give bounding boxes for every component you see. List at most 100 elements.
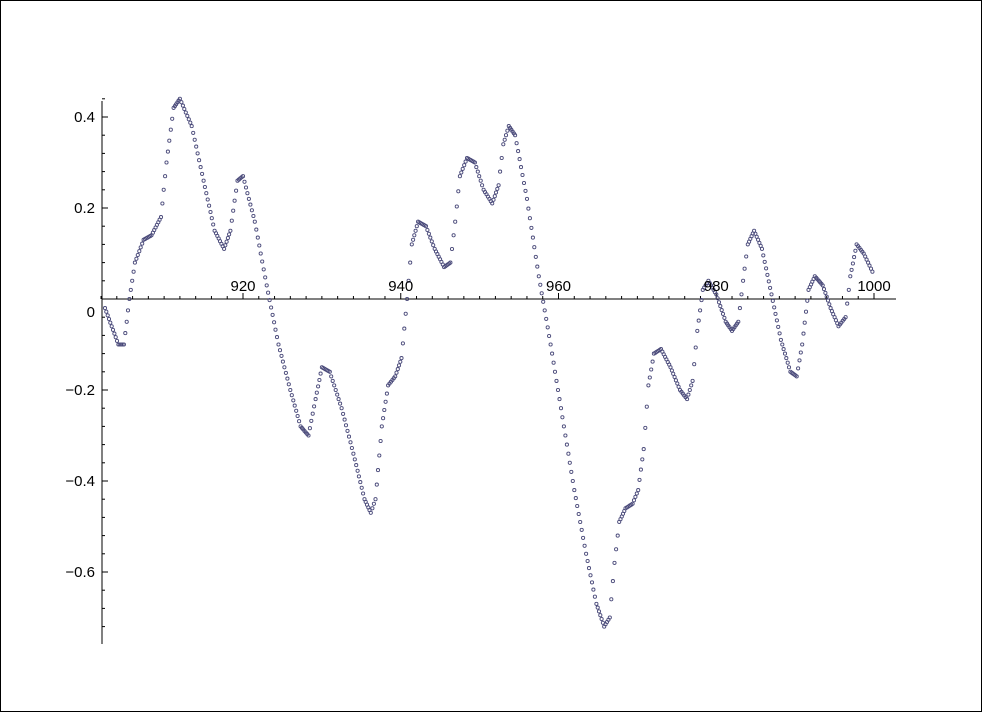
data-point [332, 383, 337, 388]
data-point [413, 228, 418, 233]
data-point [341, 411, 346, 416]
data-point [576, 511, 581, 517]
data-point [191, 130, 196, 135]
data-point [566, 451, 571, 456]
data-point [260, 259, 265, 264]
data-point [405, 296, 410, 302]
data-point [167, 138, 172, 143]
data-point [646, 383, 651, 388]
data-point [198, 165, 203, 170]
x-tick-label: 940 [388, 278, 413, 295]
data-point [539, 291, 544, 296]
data-point [448, 260, 453, 265]
data-point [846, 287, 851, 292]
data-point [845, 301, 850, 306]
data-point [686, 392, 691, 397]
data-point [374, 482, 379, 487]
data-point [370, 506, 375, 511]
data-point [548, 342, 553, 347]
data-point [516, 149, 521, 154]
data-point [492, 194, 497, 199]
data-point [633, 494, 638, 499]
data-point [182, 106, 187, 112]
data-point [744, 254, 749, 259]
data-point [378, 438, 383, 444]
data-point [140, 241, 145, 246]
data-point [279, 353, 284, 358]
data-point [312, 404, 317, 409]
data-point [131, 269, 136, 274]
axes [100, 98, 896, 644]
data-point [849, 267, 854, 272]
data-point [673, 378, 678, 383]
data-point [644, 404, 649, 409]
data-point [335, 392, 340, 397]
data-point [294, 408, 299, 413]
data-point [542, 308, 547, 313]
data-point [180, 103, 185, 108]
data-point [609, 597, 614, 602]
y-tick-label: −0.6 [65, 564, 95, 581]
data-point [592, 594, 597, 599]
data-point [352, 457, 357, 462]
data-point [273, 327, 278, 332]
data-point [551, 360, 556, 365]
data-point [261, 267, 266, 272]
data-point [780, 342, 785, 347]
data-point [183, 110, 188, 115]
data-point [204, 191, 209, 196]
data-point [547, 333, 552, 339]
data-point [138, 245, 143, 250]
data-point [493, 190, 499, 195]
data-point [330, 378, 335, 383]
data-point [277, 348, 283, 353]
data-point [560, 415, 565, 420]
data-point [338, 401, 343, 406]
data-point [591, 587, 596, 592]
data-point [412, 233, 417, 238]
data-point [222, 246, 227, 251]
data-point [462, 163, 467, 168]
data-point [317, 377, 322, 383]
data-point [800, 342, 805, 347]
data-point [348, 440, 353, 445]
data-point [457, 174, 462, 179]
y-tick-label: 0.2 [74, 200, 95, 217]
data-point [523, 188, 528, 193]
data-point [258, 251, 263, 256]
data-point [843, 315, 848, 320]
data-point [195, 151, 200, 156]
data-point [782, 351, 788, 356]
data-point [517, 157, 522, 162]
data-point [581, 535, 586, 540]
data-point [668, 365, 673, 370]
data-point [286, 382, 291, 387]
data-point [116, 342, 121, 347]
data-point [185, 113, 190, 118]
y-tick-label: −0.4 [65, 473, 95, 490]
data-point [358, 480, 363, 485]
data-point [820, 283, 825, 288]
data-point [582, 543, 587, 548]
data-point [400, 341, 405, 346]
data-point [505, 128, 510, 133]
data-point [715, 296, 720, 301]
data-point [346, 434, 352, 439]
data-point [208, 209, 213, 215]
data-point [496, 183, 501, 188]
data-point [110, 327, 116, 332]
data-point [495, 186, 500, 191]
data-point [672, 374, 677, 380]
data-point [852, 255, 857, 260]
data-point [823, 290, 828, 295]
data-point [650, 359, 655, 364]
data-point [349, 445, 354, 451]
data-point [669, 368, 674, 373]
data-point [398, 359, 403, 364]
data-point [383, 399, 388, 404]
data-point [501, 142, 506, 147]
data-point [538, 282, 543, 287]
data-point [272, 320, 277, 325]
data-point [276, 342, 281, 347]
